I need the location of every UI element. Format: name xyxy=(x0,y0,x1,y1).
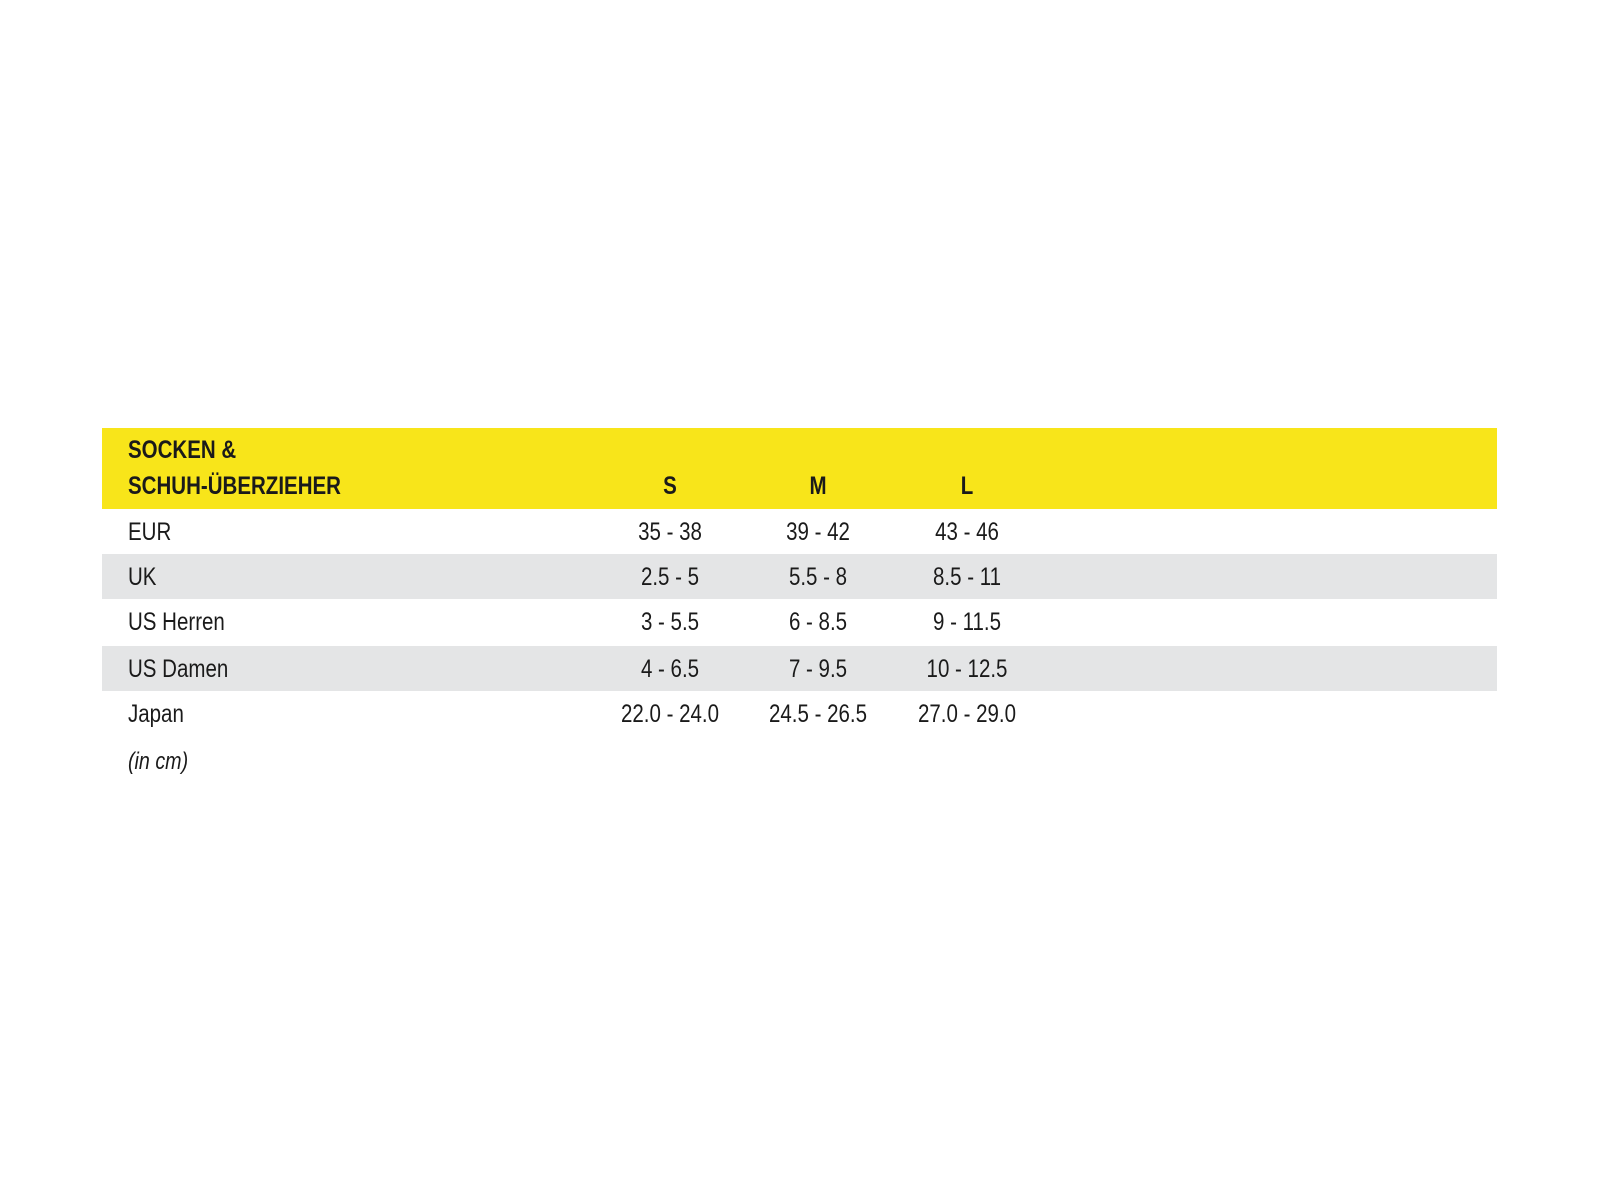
cell-m: 7 - 9.5 xyxy=(788,655,848,683)
size-header-l: L xyxy=(960,472,974,500)
table-header: SOCKEN & SCHUH-ÜBERZIEHER S M L xyxy=(102,428,1497,509)
table-row-us-herren: US Herren 3 - 5.5 6 - 8.5 9 - 11.5 xyxy=(102,599,1497,646)
row-label: Japan xyxy=(128,700,184,728)
table-row-uk: UK 2.5 - 5 5.5 - 8 8.5 - 11 xyxy=(102,554,1497,599)
cell-m: 5.5 - 8 xyxy=(788,563,848,591)
table-title-line2: SCHUH-ÜBERZIEHER xyxy=(128,472,341,500)
cell-s: 3 - 5.5 xyxy=(640,608,700,636)
table-row-japan: Japan 22.0 - 24.0 24.5 - 26.5 27.0 - 29.… xyxy=(102,691,1497,736)
row-label: EUR xyxy=(128,518,172,546)
cell-s: 4 - 6.5 xyxy=(640,655,700,683)
cell-m: 39 - 42 xyxy=(786,518,850,546)
cell-l: 10 - 12.5 xyxy=(926,655,1008,683)
row-label: UK xyxy=(128,563,157,591)
cell-l: 27.0 - 29.0 xyxy=(917,700,1017,728)
cell-l: 8.5 - 11 xyxy=(932,563,1002,591)
cell-m: 24.5 - 26.5 xyxy=(768,700,868,728)
table-row-us-damen: US Damen 4 - 6.5 7 - 9.5 10 - 12.5 xyxy=(102,646,1497,691)
cell-l: 9 - 11.5 xyxy=(932,608,1002,636)
cell-s: 2.5 - 5 xyxy=(640,563,700,591)
unit-note: (in cm) xyxy=(128,748,189,775)
table-row-eur: EUR 35 - 38 39 - 42 43 - 46 xyxy=(102,509,1497,554)
size-header-m: M xyxy=(809,472,827,500)
row-label: US Damen xyxy=(128,655,229,683)
cell-s: 35 - 38 xyxy=(638,518,702,546)
cell-s: 22.0 - 24.0 xyxy=(620,700,720,728)
cell-m: 6 - 8.5 xyxy=(788,608,848,636)
cell-l: 43 - 46 xyxy=(935,518,999,546)
size-header-s: S xyxy=(663,472,677,500)
row-label: US Herren xyxy=(128,608,225,636)
table-title-line1: SOCKEN & xyxy=(128,436,237,464)
size-chart-table: SOCKEN & SCHUH-ÜBERZIEHER S M L EUR 35 -… xyxy=(102,428,1497,736)
